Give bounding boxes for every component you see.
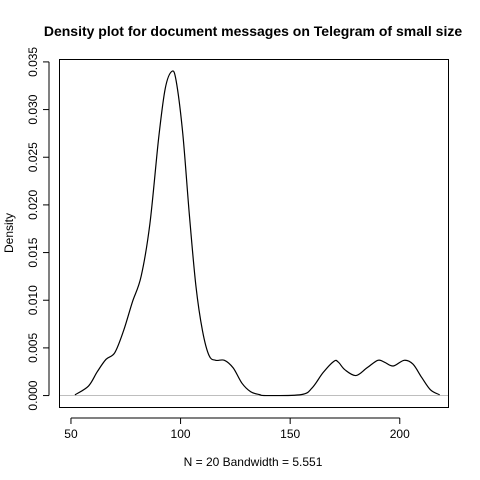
plot-frame (59, 59, 449, 408)
y-tick-label: 0.015 (26, 237, 40, 267)
x-tick-label: 200 (390, 427, 410, 441)
data-layer (60, 70, 448, 397)
x-tick-label: 50 (64, 427, 78, 441)
x-tick-label: 150 (280, 427, 300, 441)
y-tick-label: 0.000 (26, 380, 40, 410)
y-tick-label: 0.025 (26, 142, 40, 172)
y-tick-label: 0.005 (26, 333, 40, 363)
y-tick-label: 0.020 (26, 190, 40, 220)
chart-title: Density plot for document messages on Te… (44, 23, 463, 39)
x-tick-label: 100 (171, 427, 191, 441)
y-axis-label: Density (2, 213, 16, 253)
x-axis-label: N = 20 Bandwidth = 5.551 (184, 455, 323, 469)
y-tick-label: 0.035 (26, 47, 40, 77)
density-curve (74, 70, 440, 397)
y-tick-label: 0.030 (26, 94, 40, 124)
y-tick-label: 0.010 (26, 285, 40, 315)
x-axis: 50 100 150 200 (64, 417, 410, 441)
y-axis: 0.000 0.005 0.010 0.015 0.020 0.025 0.030 0.035 (26, 47, 50, 411)
